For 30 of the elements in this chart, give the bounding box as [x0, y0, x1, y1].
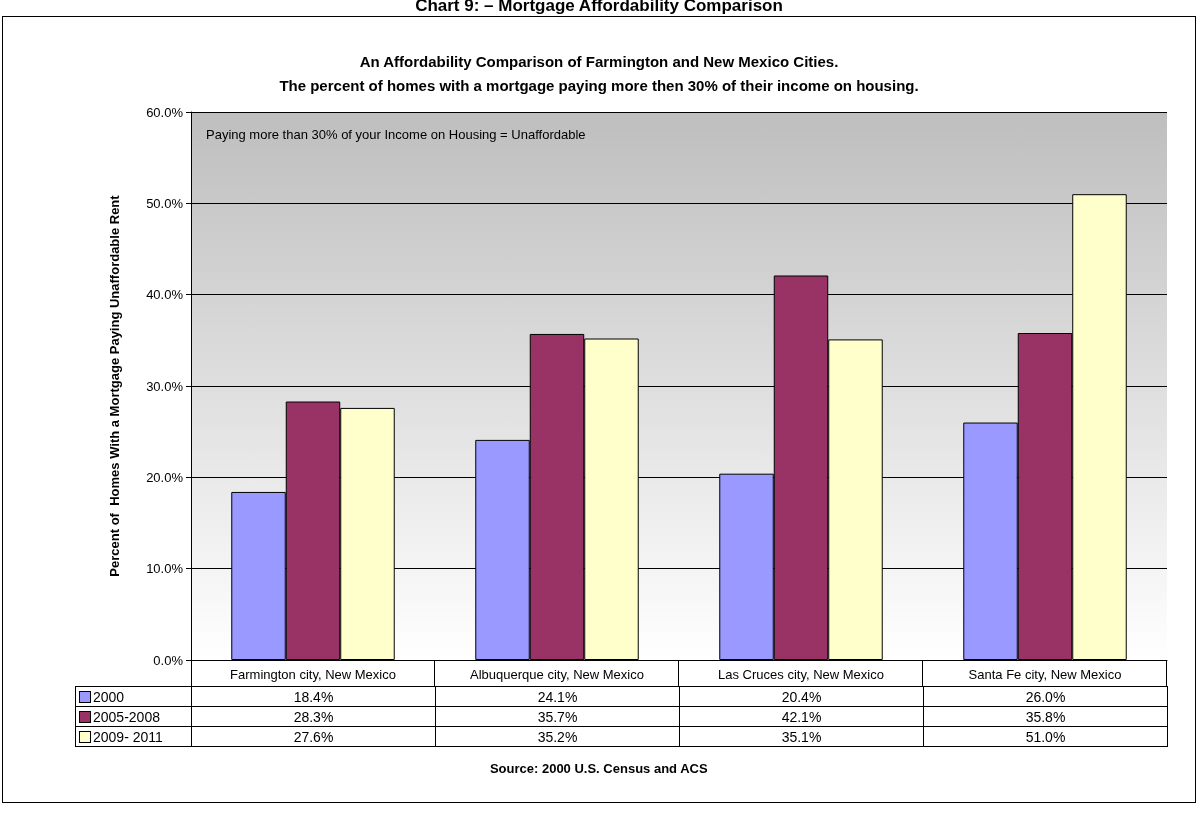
- data-label: 35.1%: [679, 726, 924, 747]
- legend-label: 2000: [75, 686, 192, 707]
- chart-subtitle: An Affordability Comparison of Farmington and New Mexico Cities. The percent of homes with a mortgage paying more then 30% of their income on housing.: [279, 52, 919, 94]
- data-label: 35.7%: [435, 706, 680, 727]
- y-tick-label: 60.0%: [146, 104, 184, 120]
- data-label: 35.8%: [923, 706, 1168, 727]
- x-tick-label: Farmington city, New Mexico: [230, 667, 396, 682]
- legend-label: 2009- 2011: [75, 726, 192, 747]
- y-tick-label: 10.0%: [146, 561, 184, 577]
- y-tick-label: 30.0%: [146, 378, 184, 394]
- legend-label: 2005-2008: [75, 706, 192, 727]
- x-tick-label: Santa Fe city, New Mexico: [968, 667, 1122, 682]
- y-tick-label: 20.0%: [146, 469, 184, 485]
- data-label: 42.1%: [679, 706, 924, 727]
- data-label: 35.2%: [435, 726, 680, 747]
- x-tick-label: Albuquerque city, New Mexico: [470, 667, 644, 682]
- y-axis-title: Percent of Homes With a Mortgage Paying Unaffordable Rent: [107, 194, 122, 577]
- annotation: Paying more than 30% of your Income on Housing = Unaffordable: [206, 127, 586, 142]
- data-label: 28.3%: [191, 706, 436, 727]
- y-tick-label: 50.0%: [146, 195, 184, 211]
- source-note: Source: 2000 U.S. Census and ACS: [489, 761, 708, 776]
- y-tick-label: 0.0%: [153, 652, 184, 668]
- data-label: 27.6%: [191, 726, 436, 747]
- x-tick-label: Las Cruces city, New Mexico: [718, 667, 884, 682]
- data-label: 51.0%: [923, 726, 1168, 747]
- data-label: 24.1%: [435, 686, 680, 707]
- y-tick-label: 40.0%: [146, 287, 184, 303]
- data-label: 20.4%: [679, 686, 924, 707]
- data-label: 26.0%: [923, 686, 1168, 707]
- data-label: 18.4%: [191, 686, 436, 707]
